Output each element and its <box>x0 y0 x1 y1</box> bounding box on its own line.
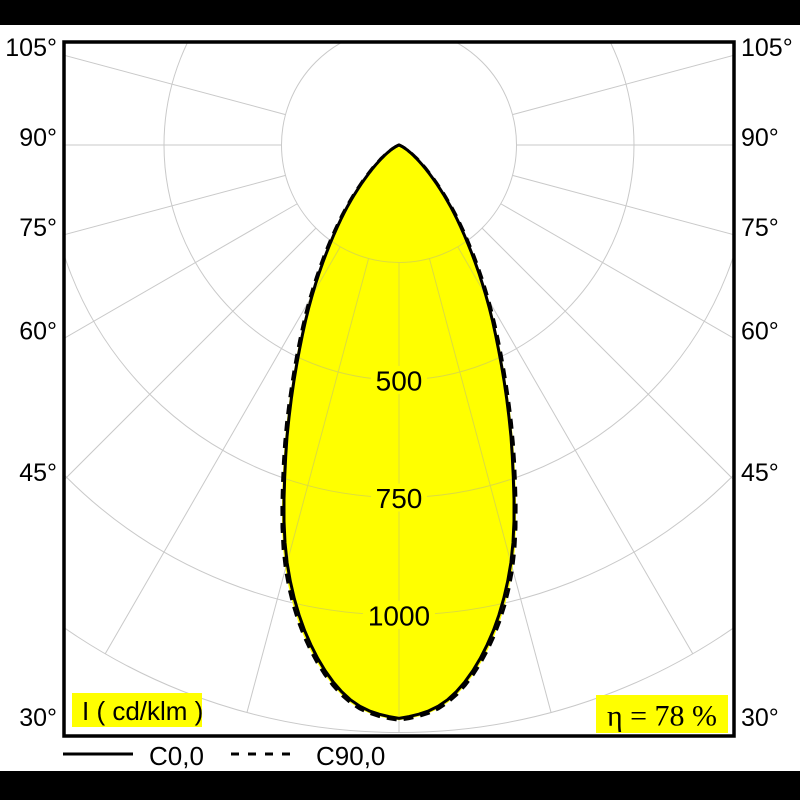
efficiency-badge-label: η = 78 % <box>607 700 717 733</box>
angle-label-right-105: 105° <box>741 34 793 62</box>
angle-labels-left: 105° 90° 75° 60° 45° 30° <box>5 34 57 732</box>
grid-radial--60 <box>65 203 298 339</box>
grid-radial-45 <box>481 227 733 480</box>
grid-radial-45 <box>481 227 517 561</box>
angle-label-left-90: 90° <box>19 124 57 152</box>
efficiency-badge: η = 78 % <box>596 695 728 733</box>
grid-radial--45 <box>281 227 317 561</box>
ring-label-1000: 1000 <box>368 601 430 632</box>
angle-label-right-45: 45° <box>741 459 779 487</box>
ring-label-750: 750 <box>376 483 423 514</box>
angle-label-left-45: 45° <box>19 459 57 487</box>
top-black-bar <box>0 0 800 25</box>
angle-label-right-60: 60° <box>741 317 779 345</box>
grid-radial-75 <box>512 174 733 235</box>
angle-label-left-75: 75° <box>19 214 57 242</box>
angle-label-right-90: 90° <box>741 124 779 152</box>
angle-label-left-60: 60° <box>19 317 57 345</box>
angle-label-right-75: 75° <box>741 214 779 242</box>
grid-radial-60 <box>500 203 733 339</box>
bottom-black-bar <box>0 771 800 800</box>
legend: C0,0 C90,0 <box>63 741 385 770</box>
angle-labels-right: 105° 90° 75° 60° 45° 30° <box>741 34 793 732</box>
grid-radial--45 <box>65 227 317 480</box>
grid-radial-15 <box>428 258 517 713</box>
intensity-curves <box>280 143 518 722</box>
angle-label-left-105: 105° <box>5 34 57 62</box>
ring-label-bg-750 <box>371 483 427 512</box>
ring-label-500: 500 <box>376 366 423 397</box>
grid-radial-30 <box>457 246 694 655</box>
efficiency-badge-background <box>596 695 728 733</box>
unit-badge: I ( cd/klm ) <box>72 693 203 727</box>
legend-c90-label: C90,0 <box>316 741 385 770</box>
angle-label-left-30: 30° <box>19 704 57 732</box>
ring-value-labels: 500 750 1000 <box>363 366 435 632</box>
grid-radial--15 <box>281 258 370 713</box>
grid-radial--30 <box>104 246 341 655</box>
angle-label-right-30: 30° <box>741 704 779 732</box>
legend-c0-label: C0,0 <box>149 741 204 770</box>
unit-badge-background <box>72 693 202 727</box>
curve-c0 <box>282 143 516 720</box>
grid-radial-105 <box>512 55 733 116</box>
ring-label-bg-500 <box>371 366 427 394</box>
unit-badge-label: I ( cd/klm ) <box>82 696 203 726</box>
grid-radial--105 <box>65 55 286 116</box>
plot-border <box>62 40 736 738</box>
ring-label-bg-1000 <box>363 601 435 629</box>
grid-radial--75 <box>65 174 286 235</box>
polar-intensity-chart: 500 750 1000 105° 90° 75° 60° 45° 30° 105° 90° 75… <box>5 34 793 770</box>
